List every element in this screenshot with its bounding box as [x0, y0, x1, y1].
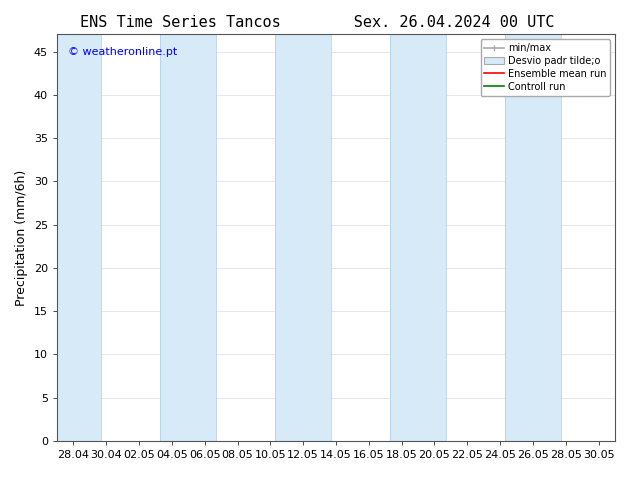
Legend: min/max, Desvio padr tilde;o, Ensemble mean run, Controll run: min/max, Desvio padr tilde;o, Ensemble m…	[481, 39, 610, 96]
Y-axis label: Precipitation (mm/6h): Precipitation (mm/6h)	[15, 170, 29, 306]
Bar	[275, 34, 331, 441]
Bar	[505, 34, 561, 441]
Bar	[390, 34, 446, 441]
Bar	[160, 34, 216, 441]
Text: ENS Time Series Tancos        Sex. 26.04.2024 00 UTC: ENS Time Series Tancos Sex. 26.04.2024 0…	[80, 15, 554, 30]
Bar	[46, 34, 101, 441]
Text: © weatheronline.pt: © weatheronline.pt	[68, 47, 178, 56]
